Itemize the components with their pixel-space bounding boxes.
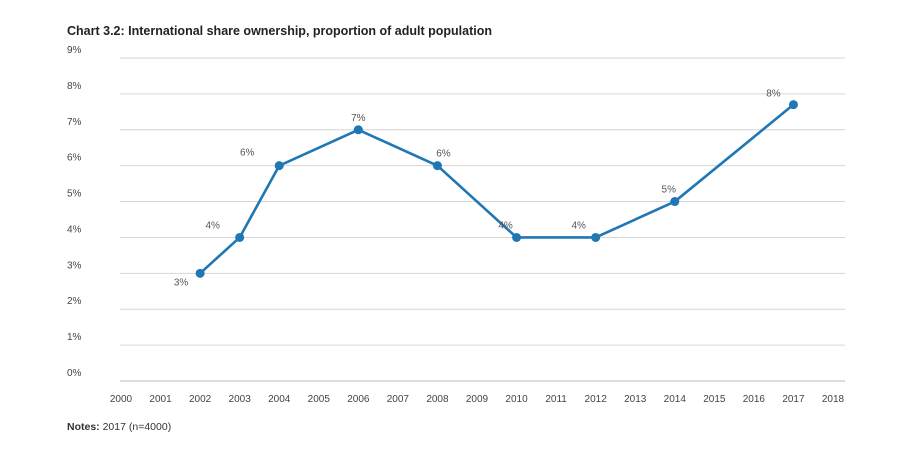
- x-tick-label: 2017: [782, 394, 805, 405]
- notes-label: Notes:: [67, 421, 100, 433]
- data-label: 3%: [174, 277, 189, 288]
- x-tick-label: 2014: [664, 394, 687, 405]
- data-label: 4%: [205, 220, 220, 231]
- x-tick-label: 2003: [229, 394, 252, 405]
- chart-title: Chart 3.2: International share ownership…: [67, 24, 493, 38]
- data-point: [235, 232, 245, 242]
- y-tick-label: 3%: [67, 260, 82, 271]
- data-point: [670, 197, 680, 207]
- x-tick-label: 2012: [585, 394, 608, 405]
- x-tick-label: 2000: [110, 394, 133, 405]
- y-tick-label: 4%: [67, 224, 82, 235]
- x-tick-label: 2015: [703, 394, 726, 405]
- data-label: 8%: [766, 89, 781, 100]
- notes-text: 2017 (n=4000): [102, 421, 172, 433]
- y-tick-label: 7%: [67, 117, 82, 128]
- data-point: [195, 268, 205, 278]
- x-tick-label: 2004: [268, 394, 291, 405]
- x-tick-label: 2016: [743, 394, 766, 405]
- x-tick-label: 2009: [466, 394, 489, 405]
- data-label: 6%: [240, 148, 255, 159]
- chart-notes: Notes: 2017 (n=4000): [67, 421, 171, 433]
- x-tick-label: 2010: [505, 394, 528, 405]
- data-point: [591, 232, 601, 242]
- x-tick-label: 2013: [624, 394, 647, 405]
- x-tick-label: 2006: [347, 394, 370, 405]
- y-tick-label: 2%: [67, 296, 82, 307]
- x-tick-label: 2008: [426, 394, 449, 405]
- data-label: 7%: [351, 113, 366, 124]
- x-tick-label: 2005: [308, 394, 331, 405]
- data-label: 5%: [662, 185, 677, 196]
- y-tick-label: 0%: [67, 368, 82, 379]
- x-tick-label: 2002: [189, 394, 212, 405]
- y-tick-label: 6%: [67, 153, 82, 164]
- data-label: 4%: [498, 220, 513, 231]
- data-point: [512, 232, 522, 242]
- x-tick-label: 2018: [822, 394, 845, 405]
- x-tick-label: 2007: [387, 394, 410, 405]
- x-tick-label: 2011: [545, 394, 567, 405]
- y-tick-label: 5%: [67, 189, 82, 200]
- y-tick-label: 1%: [67, 332, 82, 343]
- data-point: [432, 161, 442, 171]
- data-label: 6%: [436, 149, 451, 160]
- y-tick-label: 9%: [67, 45, 82, 56]
- data-point: [274, 161, 284, 171]
- data-label: 4%: [571, 220, 586, 231]
- x-tick-label: 2001: [149, 394, 172, 405]
- y-tick-label: 8%: [67, 81, 82, 92]
- data-point: [788, 100, 798, 110]
- data-point: [353, 125, 363, 135]
